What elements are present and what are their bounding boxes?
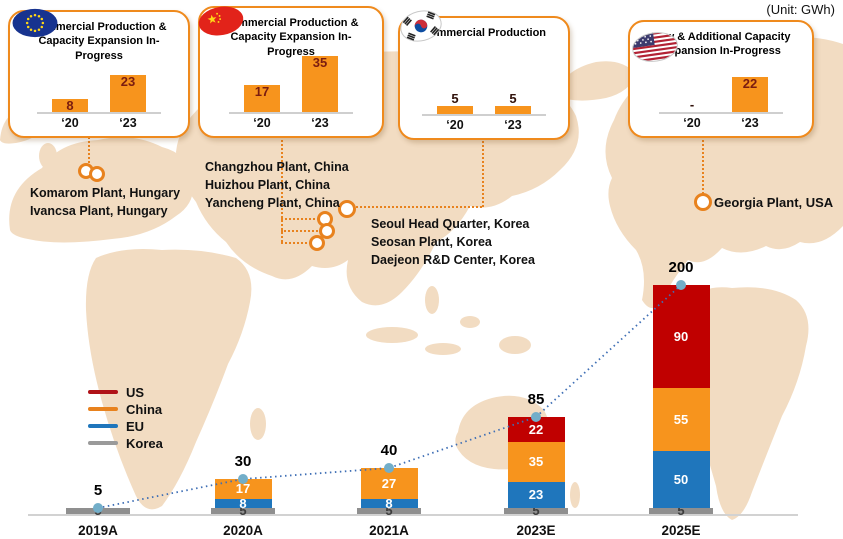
connector-usa	[702, 132, 704, 194]
bar-segment-us-2025E: 90	[652, 285, 710, 388]
bar-segment-china-2025E: 55	[652, 388, 710, 451]
plant-label: Komarom Plant, Hungary	[30, 186, 181, 200]
bar-segment-eu-2020A: 8	[214, 497, 272, 510]
unit-label: (Unit: GWh)	[766, 2, 835, 17]
callout-korea: Commercial Production 5 5 ‘20 ‘23	[398, 16, 570, 140]
callout-korea-title: Commercial Production	[421, 27, 547, 39]
x-label-2023E: 2023E	[516, 523, 556, 538]
mini-year-label: ‘20	[683, 116, 701, 130]
bar-segment-korea-2020A: 5	[211, 504, 275, 517]
plant-label: Daejeon R&D Center, Korea	[371, 253, 535, 267]
mini-bar-china-23: 35	[302, 55, 338, 112]
callout-eu-chart: 8 23 ‘20 ‘23	[10, 54, 188, 130]
bar-segment-korea-2019A: 5	[66, 504, 130, 517]
bar-segment-us-2023E: 22	[507, 417, 565, 442]
bar-segment-china-2020A: 17	[214, 479, 272, 499]
mini-bar-rect: 23	[110, 74, 146, 112]
plants-usa: Georgia Plant, USA	[714, 194, 833, 212]
x-axis-line	[28, 514, 798, 516]
plant-label: Georgia Plant, USA	[714, 195, 834, 210]
connector-china-3	[281, 242, 311, 244]
total-label-2020A: 30	[234, 453, 252, 470]
connector-china-2	[281, 230, 321, 232]
mini-bar-rect: 22	[732, 76, 768, 112]
mini-bar-rect: 17	[244, 84, 280, 112]
plant-label: Ivancsa Plant, Hungary	[30, 204, 168, 218]
mini-bar-rect: 8	[52, 98, 88, 113]
connector-china-vertical	[281, 132, 283, 242]
bar-segment-korea-2023E: 5	[504, 504, 568, 517]
mini-bar-value: 5	[451, 91, 459, 106]
plants-hungary: Komarom Plant, Hungary Ivancsa Plant, Hu…	[30, 184, 180, 220]
bar-segment-eu-2025E: 50	[652, 451, 710, 508]
eu-flag-icon	[12, 8, 58, 38]
total-label-2023E: 85	[527, 391, 545, 408]
pin-yancheng-plant	[309, 235, 325, 251]
plant-label: Seosan Plant, Korea	[371, 235, 492, 249]
china-flag-icon	[198, 6, 244, 36]
mini-year-label: ‘23	[119, 116, 137, 130]
mini-bar-value: -	[689, 97, 695, 112]
mini-bar-value: 23	[120, 74, 136, 89]
callout-korea-chart: 5 5 ‘20 ‘23	[400, 56, 568, 132]
mini-bar-value: 35	[312, 55, 328, 70]
plant-label: Huizhou Plant, China	[205, 178, 330, 192]
mini-bar-us-20: -	[674, 98, 710, 112]
mini-bar-korea-23: 5	[495, 92, 531, 114]
plant-label: Yancheng Plant, China	[205, 196, 340, 210]
bar-segment-korea-2025E: 5	[649, 504, 713, 517]
mini-bar-china-20: 17	[244, 84, 280, 112]
total-label-2019A: 5	[93, 482, 103, 499]
total-label-2021A: 40	[380, 442, 398, 459]
bar-segment-eu-2023E: 23	[507, 482, 565, 508]
mini-bar-eu-23: 23	[110, 74, 146, 112]
mini-bar-rect	[495, 106, 531, 114]
mini-year-label: ‘20	[446, 118, 464, 132]
connector-korea-horizontal	[353, 206, 482, 208]
bar-segment-china-2023E: 35	[507, 442, 565, 482]
pin-ivancsa-plant	[89, 166, 105, 182]
pin-seoul-hq	[338, 200, 356, 218]
mini-year-label: ‘20	[253, 116, 271, 130]
mini-year-label: ‘23	[504, 118, 522, 132]
bar-segment-korea-2021A: 5	[357, 504, 421, 517]
x-label-2025E: 2025E	[661, 523, 701, 538]
callout-china-chart: 17 35 ‘20 ‘23	[200, 54, 382, 130]
plant-label: Seoul Head Quarter, Korea	[371, 217, 530, 231]
pin-georgia-plant	[694, 193, 712, 211]
plants-china: Changzhou Plant, China Huizhou Plant, Ch…	[205, 158, 349, 212]
korea-flag-icon	[400, 10, 442, 42]
connector-eu	[88, 130, 90, 166]
x-label-2020A: 2020A	[223, 523, 263, 538]
pin-huizhou-plant	[319, 223, 335, 239]
callout-china: Commercial Production & Capacity Expansi…	[198, 6, 384, 138]
mini-year-label: ‘23	[311, 116, 329, 130]
connector-korea-vertical	[482, 136, 484, 207]
bar-segment-china-2021A: 27	[360, 468, 418, 499]
mini-year-label: ‘20	[61, 116, 79, 130]
mini-year-label: ‘23	[741, 116, 759, 130]
mini-bar-eu-20: 8	[52, 98, 88, 113]
callout-usa-chart: - 22 ‘20 ‘23	[630, 54, 812, 130]
callout-china-title: Commercial Production & Capacity Expansi…	[223, 17, 359, 58]
callout-usa-title: New & Additional Capacity Expansion In-P…	[651, 31, 791, 58]
mini-bar-value: 8	[66, 98, 74, 113]
mini-bar-korea-20: 5	[437, 92, 473, 114]
usa-flag-icon	[630, 29, 680, 65]
mini-bar-us-23: 22	[732, 76, 768, 112]
bar-segment-eu-2021A: 8	[360, 497, 418, 510]
mini-bar-rect: 35	[302, 55, 338, 112]
callout-eu-title: Commercial Production & Capacity Expansi…	[31, 21, 167, 62]
plant-label: Changzhou Plant, China	[205, 160, 349, 174]
mini-bar-value: 22	[742, 76, 758, 91]
x-label-2021A: 2021A	[369, 523, 409, 538]
mini-bar-rect	[437, 106, 473, 114]
connector-china-1	[281, 218, 319, 220]
mini-bar-value: 17	[254, 84, 270, 99]
mini-bar-value: 5	[509, 91, 517, 106]
total-label-2025E: 200	[668, 259, 694, 276]
x-label-2019A: 2019A	[78, 523, 118, 538]
plants-korea: Seoul Head Quarter, Korea Seosan Plant, …	[371, 215, 535, 269]
